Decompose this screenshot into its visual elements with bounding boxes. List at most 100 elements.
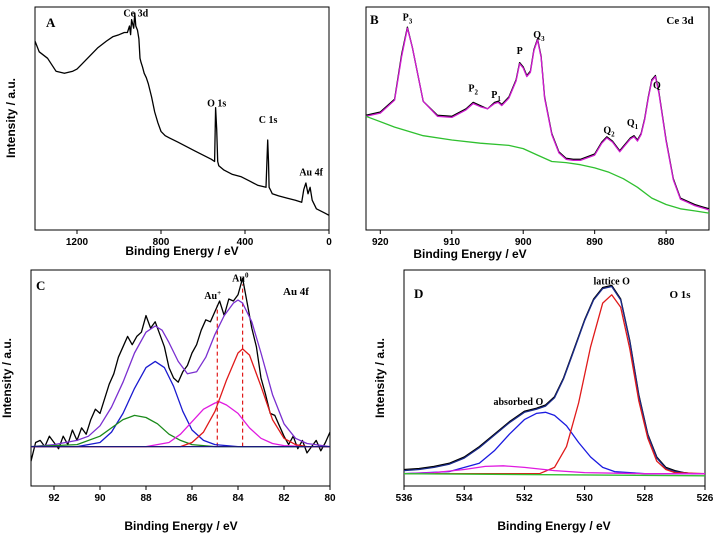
panel-c-series-au-4f7-2-au (31, 401, 330, 448)
panel-b-plot-area (365, 26, 710, 214)
panel-b-peak-label-main: P (517, 46, 523, 57)
panel-a-annotation: C 1s (259, 115, 278, 126)
panel-b-peak-label: P1 (491, 90, 501, 103)
panel-a-annotation-text: Ce 3d (123, 8, 148, 19)
panel-d-x-tick-label: 526 (697, 493, 714, 504)
panel-a-x-tick-label: 0 (326, 237, 332, 248)
panel-a-label: A (46, 15, 56, 30)
panel-d-series-raw (403, 284, 705, 475)
panel-b-frame (365, 6, 710, 231)
panel-b-series-fit (365, 27, 710, 211)
panel-b-x-tick-label: 880 (658, 237, 675, 248)
panel-a-annotation-text: O 1s (207, 99, 226, 110)
panel-d-annotation: lattice O (594, 276, 631, 287)
panel-c-x-ticks: 92 90 88 86 84 82 80 (48, 486, 336, 504)
panel-d-annotation-text: absorbed O (494, 397, 544, 408)
panel-b-peak-label: P (517, 46, 523, 57)
panel-c-annotation: Au+ (204, 289, 221, 302)
panel-c-plot-area (30, 277, 331, 462)
panel-a-x-label: Binding Energy / eV (125, 244, 238, 258)
panel-a-annotation-text: C 1s (259, 115, 278, 126)
panel-d-x-tick-label: 536 (396, 493, 413, 504)
panel-a-x-tick-label: 800 (153, 237, 170, 248)
panel-b-peak-label-sub: 1 (497, 95, 501, 103)
panel-d-x-tick-label: 532 (516, 493, 533, 504)
panel-b-x-tick-label: 920 (372, 237, 389, 248)
panel-b-peak-label: P3 (403, 13, 413, 26)
panel-d-x-tick-label: 534 (456, 493, 473, 504)
panel-c-x-tick-label: 82 (278, 493, 290, 504)
panel-c-series-au-4f7-2-au0 (31, 348, 330, 448)
panel-b-peak-label-sub: 3 (541, 35, 545, 43)
panel-c-x-tick-label: 92 (48, 493, 60, 504)
panel-d-annotations: lattice O absorbed O (494, 276, 631, 408)
panel-b-peak-label-main: P (491, 90, 497, 101)
panel-d-x-ticks: 536 534 532 530 528 526 (396, 486, 714, 504)
panel-a-x-ticks: 1200 800 400 0 (66, 230, 332, 248)
panel-a-annotations: Ce 3d O 1s C 1s Au 4f (123, 8, 323, 178)
panel-b-peak-label: Q3 (533, 30, 545, 43)
panel-d-label: D (414, 286, 423, 301)
panel-a-survey: A 1200 800 400 0 Ce 3d O 1s C 1s Au 4f Binding… (4, 6, 332, 258)
panel-a-x-tick-label: 400 (237, 237, 254, 248)
panel-b-peak-label-sub: 2 (611, 131, 615, 139)
panel-c-series-raw (30, 277, 331, 462)
panel-d-series-absorbed-o (403, 411, 705, 475)
panel-c-x-tick-label: 90 (94, 493, 106, 504)
panel-c-annotation-sup: + (217, 289, 221, 297)
panel-a-annotation: Ce 3d (123, 8, 148, 19)
panel-a-annotation: O 1s (207, 99, 226, 110)
panel-b-x-label: Binding Energy / eV (413, 247, 526, 261)
panel-d-annotation: absorbed O (494, 397, 544, 408)
panel-b-title: Ce 3d (666, 15, 693, 27)
panel-c-annotation: Au0 (232, 271, 249, 284)
panel-b-peak-label: P2 (468, 84, 478, 97)
panel-c-x-label: Binding Energy / eV (124, 519, 237, 533)
panel-b-peak-label: Q (653, 80, 661, 91)
panel-d-series-background (403, 473, 706, 477)
panel-d-series-fit (403, 285, 705, 475)
panel-b-x-tick-label: 900 (515, 237, 532, 248)
panel-b-peak-label-main: Q (627, 118, 635, 129)
panel-d-y-label: Intensity / a.u. (373, 338, 387, 418)
panel-b-peak-label-main: Q (533, 30, 541, 41)
panel-a-annotation-text: Au 4f (299, 167, 323, 178)
panel-d-series-lattice-o (404, 294, 706, 475)
panel-d-x-tick-label: 530 (576, 493, 593, 504)
panel-c-x-tick-label: 84 (232, 493, 244, 504)
panel-b-peak-label-sub: 3 (409, 18, 413, 26)
panel-c-series-au-4f5-2-au (30, 414, 330, 448)
panel-b-peak-label-main: P (403, 13, 409, 24)
panel-b-peak-label: Q2 (603, 126, 615, 139)
panel-b-x-tick-label: 910 (443, 237, 460, 248)
panel-d-x-label: Binding Energy / eV (497, 519, 610, 533)
panel-d-plot-area (403, 284, 706, 477)
panel-b-peak-label-sub: 2 (474, 89, 478, 97)
panel-c-annotation-text: Au (232, 273, 245, 284)
panel-b-peak-label-main: Q (603, 126, 611, 137)
panel-a-y-label: Intensity / a.u. (4, 78, 18, 158)
panel-a-annotation: Au 4f (299, 167, 323, 178)
panel-a-x-tick-label: 1200 (66, 237, 89, 248)
panel-c-x-tick-label: 86 (186, 493, 198, 504)
panel-c-x-tick-label: 88 (140, 493, 152, 504)
panel-a-series-survey (34, 12, 330, 216)
panel-b-series-background (365, 115, 710, 214)
panel-b-label: B (370, 12, 379, 27)
panel-b-peak-label: Q1 (627, 118, 639, 131)
panel-d-x-tick-label: 528 (636, 493, 653, 504)
panel-c-label: C (36, 278, 45, 293)
panel-c-x-tick-label: 80 (324, 493, 336, 504)
panel-c-y-label: Intensity / a.u. (0, 338, 14, 418)
panel-a-frame (34, 6, 330, 231)
panel-d-o1s: D O 1s 536 534 532 530 528 526 lattice O absor… (373, 269, 714, 533)
panel-b-peak-label-main: P (468, 84, 474, 95)
panel-c-annotation-sup: 0 (245, 271, 249, 279)
panel-b-series-raw (365, 26, 710, 210)
panel-d-frame (403, 269, 706, 487)
panel-b-x-tick-label: 890 (586, 237, 603, 248)
